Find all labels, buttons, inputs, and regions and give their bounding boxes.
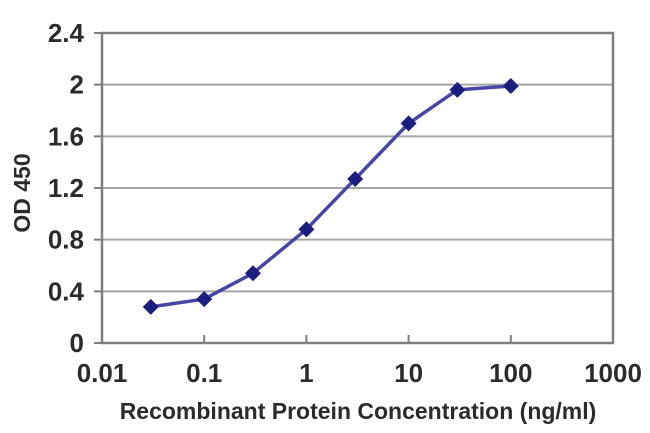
y-tick-label: 0.8: [48, 225, 84, 255]
series-line: [150, 84, 511, 309]
y-axis-ticks: [94, 32, 102, 344]
y-tick-label: 1.6: [48, 121, 84, 151]
x-tick-label: 100: [489, 358, 532, 388]
x-tick-label: 0.01: [77, 358, 128, 388]
x-tick-label: 1: [299, 358, 313, 388]
data-point-marker: [298, 221, 315, 238]
y-tick-label: 2.4: [48, 18, 85, 48]
x-axis-title: Recombinant Protein Concentration (ng/ml…: [120, 398, 597, 424]
data-point-marker: [502, 77, 519, 94]
x-tick-label: 1000: [584, 358, 642, 388]
y-tick-label: 2: [70, 70, 84, 100]
series-markers: [142, 77, 519, 315]
y-tick-label: 1.2: [48, 173, 84, 203]
data-point-marker: [142, 298, 159, 315]
data-point-marker: [347, 170, 364, 187]
data-point-marker: [196, 291, 213, 308]
x-tick-label: 10: [394, 358, 423, 388]
y-tick-label: 0: [70, 328, 84, 358]
y-tick-labels: 0 0.4 0.8 1.2 1.6 2 2.4: [48, 18, 85, 358]
data-point-marker: [244, 265, 261, 282]
y-tick-label: 0.4: [48, 276, 85, 306]
data-point-marker: [400, 115, 417, 132]
x-tick-label: 0.1: [186, 358, 222, 388]
data-point-marker: [449, 81, 466, 98]
x-tick-labels: 0.01 0.1 1 10 100 1000: [77, 358, 642, 388]
y-axis-title: OD 450: [9, 153, 35, 232]
plot-border: [100, 31, 615, 345]
